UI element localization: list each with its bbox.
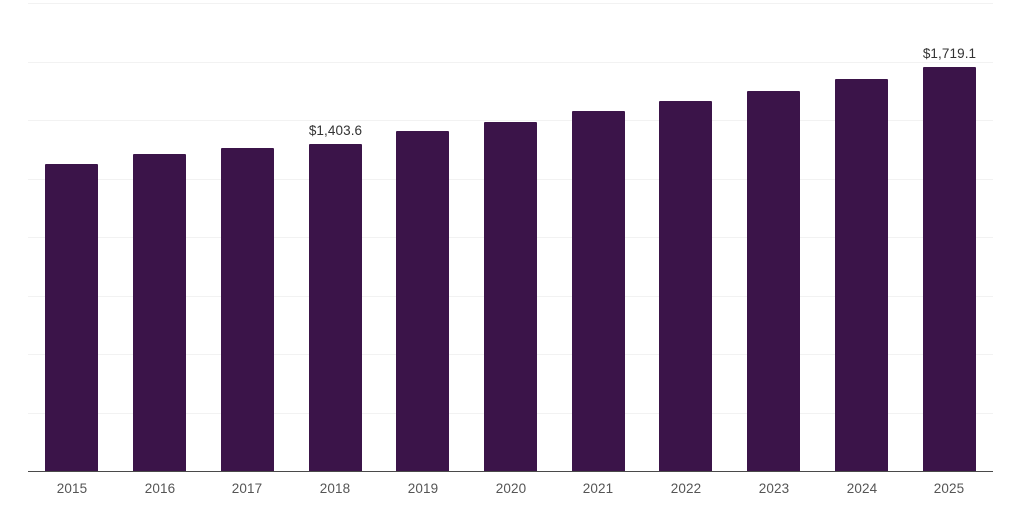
x-axis-tick-label-2021: 2021 <box>582 481 614 496</box>
bar[interactable] <box>572 111 625 471</box>
bar[interactable] <box>835 79 888 471</box>
bar-group[interactable]: $1,719.1 <box>923 46 976 471</box>
bar-group[interactable] <box>747 91 800 471</box>
bar[interactable] <box>396 131 449 471</box>
bar[interactable] <box>923 67 976 471</box>
bar-group[interactable] <box>45 164 98 471</box>
bar-value-label: $1,403.6 <box>308 123 363 138</box>
bar[interactable] <box>659 101 712 471</box>
x-axis-tick-label-2022: 2022 <box>670 481 702 496</box>
bar-group[interactable] <box>484 122 537 471</box>
x-axis-tick-label-2023: 2023 <box>758 481 790 496</box>
bar-group[interactable] <box>396 131 449 471</box>
bar[interactable] <box>45 164 98 471</box>
bar[interactable] <box>221 148 274 471</box>
x-axis-line <box>28 471 993 472</box>
bar-group[interactable] <box>133 154 186 471</box>
bar-group[interactable]: $1,403.6 <box>309 123 362 471</box>
x-axis-tick-label-2015: 2015 <box>56 481 88 496</box>
bar-group[interactable] <box>572 111 625 471</box>
bar[interactable] <box>747 91 800 471</box>
x-axis-tick-label-2019: 2019 <box>407 481 439 496</box>
x-axis-tick-label-2016: 2016 <box>144 481 176 496</box>
x-axis-tick-label-2018: 2018 <box>319 481 351 496</box>
x-axis-tick-label-2020: 2020 <box>495 481 527 496</box>
x-axis-tick-label-2024: 2024 <box>846 481 878 496</box>
x-axis-tick-label-2025: 2025 <box>933 481 965 496</box>
bar-group[interactable] <box>835 79 888 471</box>
bar-group[interactable] <box>221 148 274 471</box>
bar[interactable] <box>484 122 537 471</box>
bar-group[interactable] <box>659 101 712 471</box>
bar[interactable] <box>309 144 362 471</box>
bar-value-label: $1,719.1 <box>922 46 977 61</box>
x-axis-tick-label-2017: 2017 <box>231 481 263 496</box>
bar[interactable] <box>133 154 186 471</box>
